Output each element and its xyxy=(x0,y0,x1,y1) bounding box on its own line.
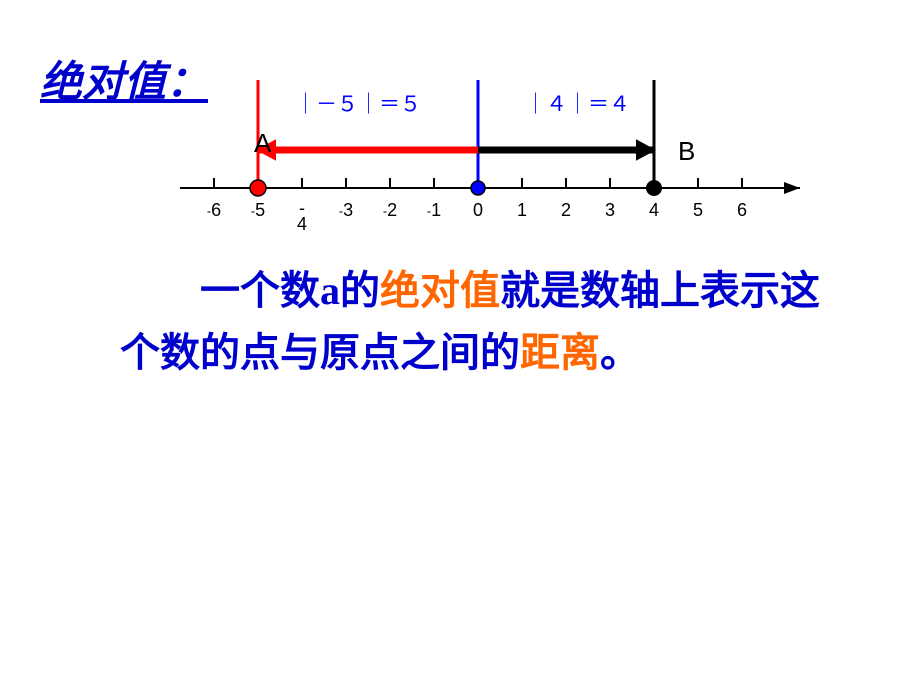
number-line-diagram: ｜－５｜＝５ ｜４｜＝４ A B -6 -5 -4 -3 -2 -1 0123456 xyxy=(180,80,830,260)
tick-label: 3 xyxy=(598,200,622,221)
definition-indent xyxy=(120,268,200,313)
definition-segment: 。 xyxy=(600,330,640,375)
definition-segment: 绝对值 xyxy=(380,268,500,313)
abs-annotation-right: ｜４｜＝４ xyxy=(525,88,630,118)
definition-segment: 距离 xyxy=(520,330,600,375)
tick-label: -5 xyxy=(246,200,270,221)
tick-label: -4 xyxy=(290,200,314,232)
number-line-svg xyxy=(180,80,830,260)
point-label-a: A xyxy=(254,128,271,159)
tick-label: 2 xyxy=(554,200,578,221)
abs-annotation-left: ｜－５｜＝５ xyxy=(295,88,421,118)
tick-label: -3 xyxy=(334,200,358,221)
tick-label: -2 xyxy=(378,200,402,221)
point-label-b: B xyxy=(678,136,695,167)
definition-text: 一个数a的绝对值就是数轴上表示这个数的点与原点之间的距离。 xyxy=(120,260,840,384)
definition-segment: 一个数a的 xyxy=(200,268,380,313)
tick-label: 4 xyxy=(642,200,666,221)
tick-label: 1 xyxy=(510,200,534,221)
tick-label: 0 xyxy=(466,200,490,221)
tick-label: 6 xyxy=(730,200,754,221)
tick-label: -6 xyxy=(202,200,226,221)
tick-label: -1 xyxy=(422,200,446,221)
tick-label: 5 xyxy=(686,200,710,221)
